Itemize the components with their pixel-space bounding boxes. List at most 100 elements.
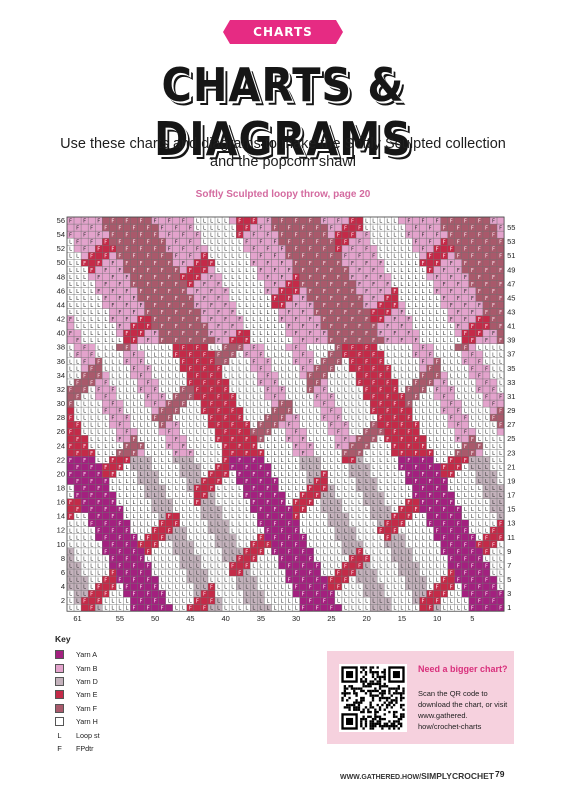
chart-cell (454, 575, 462, 584)
chart-cell (207, 406, 216, 415)
chart-cell (271, 266, 279, 274)
chart-cell (412, 280, 420, 288)
chart-cell (412, 343, 420, 351)
chart-cell (313, 568, 321, 577)
chart-cell (144, 294, 152, 302)
chart-symbol: F (288, 549, 291, 555)
chart-cell (116, 519, 124, 527)
chart-cell (95, 301, 103, 309)
chart-symbol: L (76, 542, 79, 548)
chart-cell (355, 252, 364, 260)
chart-cell (313, 519, 321, 527)
chart-cell (313, 477, 321, 485)
chart-symbol: L (372, 458, 375, 464)
chart-cell (193, 385, 202, 394)
chart-cell (405, 280, 413, 288)
chart-cell (433, 604, 441, 612)
chart-cell (299, 357, 307, 366)
chart-cell (327, 216, 336, 225)
chart-cell (158, 568, 166, 577)
chart-cell (102, 329, 110, 337)
chart-cell (243, 266, 251, 274)
chart-symbol: L (351, 507, 354, 513)
chart-cell (250, 533, 258, 542)
chart-cell (66, 449, 75, 457)
chart-cell (369, 216, 378, 225)
chart-cell (95, 491, 103, 499)
chart-symbol: F (478, 585, 481, 591)
chart-symbol: L (147, 507, 150, 513)
chart-cell (320, 442, 329, 450)
chart-cell (207, 519, 216, 527)
chart-cell (172, 216, 180, 225)
chart-cell (384, 392, 392, 401)
chart-cell (362, 294, 371, 302)
chart-cell (179, 491, 188, 499)
chart-cell (80, 582, 89, 591)
chart-cell (73, 280, 82, 288)
chart-cell (489, 477, 498, 485)
chart-cell (377, 596, 385, 605)
chart-cell (179, 308, 188, 316)
chart-cell (454, 364, 462, 373)
chart-cell (137, 287, 145, 295)
chart-symbol: L (154, 437, 157, 443)
chart-cell (405, 435, 413, 443)
chart-cell (454, 589, 462, 598)
chart-cell (243, 399, 251, 408)
chart-cell (391, 575, 399, 584)
chart-cell (384, 491, 392, 499)
chart-symbol: L (196, 465, 199, 471)
chart-cell (468, 561, 477, 570)
chart-symbol: F (69, 514, 72, 520)
chart-cell (412, 582, 420, 591)
chart-symbol: L (140, 535, 143, 541)
chart-symbol: L (210, 564, 213, 570)
chart-cell (264, 364, 272, 373)
chart-cell (221, 442, 230, 450)
chart-cell (489, 350, 498, 358)
chart-cell (489, 266, 498, 274)
chart-cell (66, 456, 75, 464)
chart-cell (73, 420, 82, 429)
chart-cell (151, 308, 159, 316)
chart-symbol: L (83, 521, 86, 527)
chart-cell (165, 449, 173, 457)
chart-cell (137, 512, 145, 520)
chart-cell (377, 259, 385, 267)
chart-symbol: L (386, 564, 389, 570)
chart-cell (264, 223, 272, 232)
chart-symbol: L (224, 521, 227, 527)
chart-cell (313, 470, 321, 478)
chart-symbol: L (485, 486, 488, 492)
chart-cell (313, 223, 321, 232)
chart-cell (228, 244, 237, 253)
chart-symbol: L (330, 493, 333, 499)
chart-cell (80, 575, 89, 584)
chart-symbol: L (422, 564, 425, 570)
chart-cell (419, 498, 427, 506)
chart-cell (221, 498, 230, 506)
chart-cell (172, 477, 180, 485)
chart-cell (377, 568, 385, 577)
chart-cell (398, 385, 406, 394)
chart-cell (299, 230, 307, 239)
chart-symbol: L (351, 606, 354, 612)
chart-symbol: L (379, 451, 382, 457)
chart-cell (109, 252, 117, 260)
chart-cell (73, 533, 82, 542)
chart-cell (87, 540, 96, 549)
chart-symbol: L (161, 493, 164, 499)
chart-cell (80, 301, 89, 309)
chart-cell (271, 533, 279, 542)
chart-cell (130, 273, 138, 281)
chart-cell (137, 519, 145, 527)
chart-cell (468, 519, 477, 527)
chart-cell (320, 237, 329, 246)
chart-symbol: F (414, 493, 417, 499)
chart-cell (306, 456, 314, 464)
chart-symbol: L (133, 521, 136, 527)
chart-cell (433, 413, 441, 422)
chart-cell (369, 575, 378, 584)
chart-cell (179, 371, 188, 380)
